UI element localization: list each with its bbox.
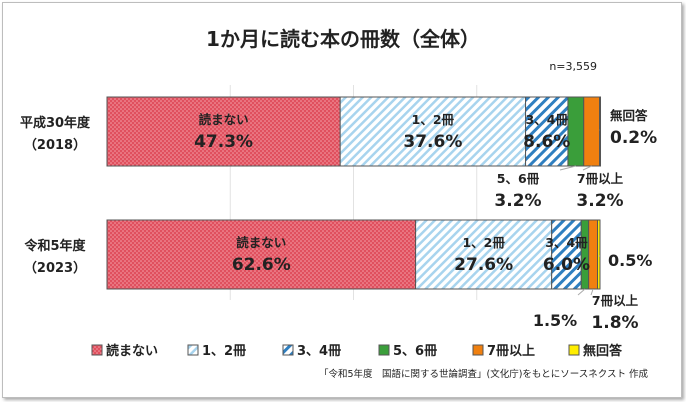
data-label-category: 3、4冊	[526, 112, 569, 127]
bar-segment	[597, 219, 601, 290]
data-label-value: 62.6%	[232, 255, 291, 275]
data-label-category: 5、6冊	[497, 171, 540, 186]
data-label-category: 7冊以上	[577, 171, 624, 186]
category-label: （2018）	[24, 137, 86, 153]
legend-swatch	[187, 344, 199, 356]
bar-segment	[415, 219, 553, 290]
legend-label: 5、6冊	[393, 344, 437, 359]
chart-title: 1か月に読む本の冊数（全体）	[206, 27, 480, 51]
legend-label: 読まない	[106, 343, 158, 359]
bar-segment	[599, 96, 602, 167]
leader-line	[590, 288, 594, 296]
bar-segment	[106, 96, 341, 167]
bar-segment	[339, 96, 527, 167]
data-label-value: 1.8%	[591, 313, 638, 333]
data-label-value: 8.6%	[523, 132, 570, 152]
data-label-value: 37.6%	[403, 132, 462, 152]
data-label-value: 3.2%	[494, 191, 541, 211]
legend-swatch	[378, 344, 390, 356]
legend-swatch	[568, 344, 580, 356]
leader-line	[582, 165, 592, 171]
data-label-value: 47.3%	[194, 132, 253, 152]
legend-label: 1、2冊	[202, 344, 246, 359]
category-label: 平成30年度	[20, 115, 91, 131]
data-label-value: 0.2%	[610, 128, 657, 148]
legend-swatch	[91, 344, 103, 356]
legend-label: 3、4冊	[297, 344, 341, 359]
legend-label: 7冊以上	[487, 344, 535, 359]
legend-label: 無回答	[583, 343, 623, 359]
legend-swatch	[282, 344, 294, 356]
data-label-value: 27.6%	[454, 255, 513, 275]
bar-segment	[525, 96, 569, 167]
data-label-value: 0.5%	[608, 251, 652, 270]
source-note: 「令和5年度 国語に関する世論調査」(文化庁)をもとにソースネクスト 作成	[319, 368, 649, 380]
data-label-category: 読まない	[236, 235, 286, 250]
data-label-category: 7冊以上	[592, 293, 639, 308]
leader-line	[577, 288, 586, 296]
bar-segment	[583, 96, 601, 167]
data-label-category: 1、2冊	[412, 112, 455, 127]
data-label-value: 1.5%	[533, 311, 577, 330]
legend-swatch	[472, 344, 484, 356]
data-label-category: 無回答	[610, 108, 648, 123]
chart-frame	[2, 2, 682, 398]
sample-size: n=3,559	[549, 60, 597, 73]
data-label-value: 3.2%	[576, 191, 623, 211]
bar-segment	[106, 219, 417, 290]
bar-segment	[551, 219, 582, 290]
category-label: 令和5年度	[24, 238, 86, 254]
category-label: （2023）	[24, 260, 86, 276]
data-label-category: 1、2冊	[462, 235, 505, 250]
data-label-value: 6.0%	[543, 255, 590, 275]
data-label-category: 3、4冊	[545, 235, 588, 250]
leader-line	[559, 165, 576, 171]
data-label-category: 読まない	[199, 112, 249, 127]
